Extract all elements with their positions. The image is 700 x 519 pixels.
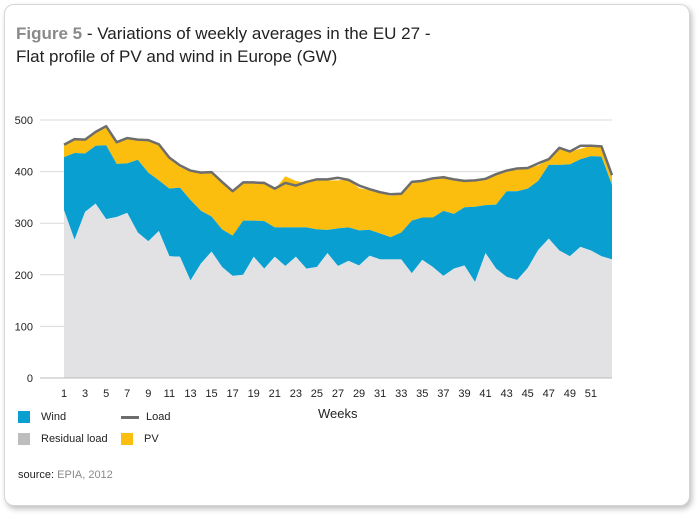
x-tick-label: 13 xyxy=(184,388,196,400)
legend-item-residual: Residual load xyxy=(18,433,108,445)
y-tick-label: 300 xyxy=(15,218,33,230)
figure-title: Figure 5 - Variations of weekly averages… xyxy=(16,22,430,68)
x-tick-label: 29 xyxy=(353,388,365,400)
legend-swatch-residual xyxy=(18,433,30,445)
source-note: source: EPIA, 2012 xyxy=(18,469,113,481)
x-tick-label: 7 xyxy=(124,388,130,400)
y-tick-label: 0 xyxy=(27,373,33,385)
legend-item-wind: Wind xyxy=(18,411,66,423)
x-tick-label: 37 xyxy=(437,388,449,400)
x-tick-label: 25 xyxy=(311,388,323,400)
x-tick-label: 31 xyxy=(374,388,386,400)
x-tick-label: 47 xyxy=(543,388,555,400)
x-tick-label: 21 xyxy=(269,388,281,400)
pv-area xyxy=(64,127,612,238)
x-tick-label: 51 xyxy=(585,388,597,400)
x-tick-label: 15 xyxy=(205,388,217,400)
legend-label-residual: Residual load xyxy=(41,433,108,445)
title-line-2: Flat profile of PV and wind in Europe (G… xyxy=(16,47,338,66)
x-tick-label: 41 xyxy=(479,388,491,400)
legend-label-wind: Wind xyxy=(41,411,67,423)
load-line xyxy=(63,124,614,196)
residual-load-area xyxy=(64,203,612,378)
x-tick-label: 23 xyxy=(290,388,302,400)
legend-label-pv: PV xyxy=(144,433,159,445)
y-tick-label: 100 xyxy=(15,321,33,333)
x-tick-label: 9 xyxy=(145,388,151,400)
source-label: source: xyxy=(18,469,55,481)
legend-label-load: Load xyxy=(146,411,171,423)
legend-swatch-load xyxy=(121,415,139,419)
source-value: EPIA, 2012 xyxy=(57,469,113,481)
legend-item-pv: PV xyxy=(121,433,159,445)
x-axis-title: Weeks xyxy=(318,406,358,421)
x-tick-label: 17 xyxy=(226,388,238,400)
x-tick-label: 19 xyxy=(248,388,260,400)
y-tick-label: 200 xyxy=(15,270,33,282)
x-tick-label: 33 xyxy=(395,388,407,400)
legend-swatch-wind xyxy=(18,411,30,423)
x-tick-label: 3 xyxy=(82,388,88,400)
x-tick-label: 5 xyxy=(103,388,109,400)
legend-swatch-pv xyxy=(121,433,133,445)
x-tick-label: 11 xyxy=(164,388,175,400)
x-tick-label: 27 xyxy=(332,388,344,400)
title-line-1: - Variations of weekly averages in the E… xyxy=(82,24,431,43)
legend-item-load: Load xyxy=(121,411,170,423)
y-tick-label: 500 xyxy=(15,115,33,127)
x-tick-label: 43 xyxy=(500,388,512,400)
wind-area xyxy=(64,145,612,283)
figure-label: Figure 5 xyxy=(16,24,83,43)
x-tick-label: 45 xyxy=(522,388,534,400)
x-tick-label: 35 xyxy=(416,388,428,400)
x-tick-label: 1 xyxy=(61,388,67,400)
y-tick-label: 400 xyxy=(15,167,33,179)
x-tick-label: 49 xyxy=(564,388,576,400)
x-tick-label: 39 xyxy=(458,388,470,400)
